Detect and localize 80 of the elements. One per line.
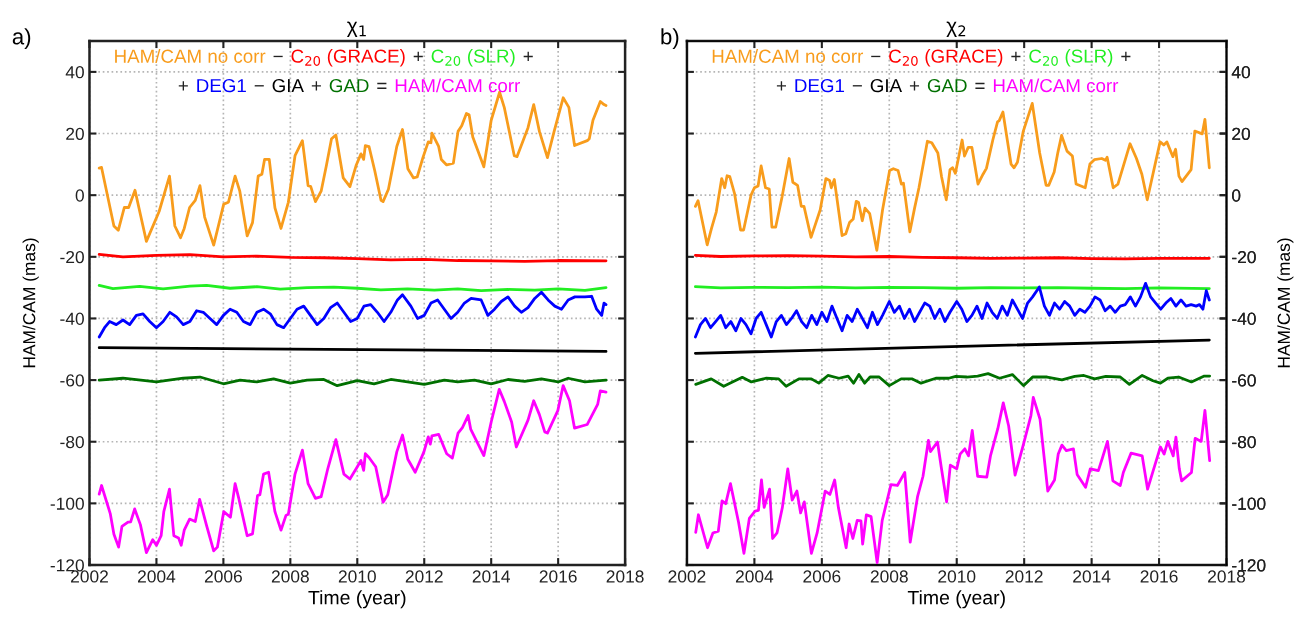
x-tick-label: 2012 — [1005, 570, 1043, 583]
annotation: + — [909, 81, 920, 91]
text: C$_{20}$ (GRACE) — [291, 49, 405, 67]
text: GAD — [927, 78, 967, 93]
y2-tick-label: -100 — [1232, 497, 1266, 510]
y2-tick-label: 20 — [1232, 127, 1250, 140]
x-axis-title: Time (year) — [907, 590, 1005, 609]
x-tick-label: 2016 — [539, 570, 577, 583]
x-tick-label: 2004 — [138, 570, 176, 583]
x-tick-label: 2008 — [870, 570, 908, 583]
text: GIA — [870, 78, 903, 93]
text: C$_{20}$ (SLR) — [431, 49, 515, 67]
x-tick-label: 2006 — [204, 570, 242, 583]
annotation: + — [311, 81, 321, 91]
annotation: − — [852, 85, 862, 87]
x-tick-label: 2010 — [338, 570, 376, 583]
annotation: + — [776, 81, 786, 91]
annotation: − — [273, 55, 283, 58]
annotation: + — [1121, 51, 1131, 62]
y-tick-label: -100 — [50, 497, 84, 510]
y-tick-label: -120 — [50, 559, 84, 572]
y-tick-label: 40 — [65, 66, 84, 79]
y2-tick-label: -40 — [1232, 312, 1256, 325]
x-tick-label: 2018 — [1208, 570, 1246, 583]
x-tick-label: 2018 — [606, 570, 644, 583]
line-series — [97, 290, 608, 339]
text: GAD — [329, 78, 369, 93]
y2-tick-label: -80 — [1232, 435, 1256, 449]
x-tick-label: 2002 — [71, 570, 108, 583]
annotation: − — [871, 55, 881, 58]
y-tick-label: -80 — [60, 435, 84, 449]
line-series — [97, 252, 608, 263]
text: HAM/CAM no corr — [712, 49, 864, 63]
text: C$_{20}$ (SLR) — [1029, 49, 1113, 67]
text: HAM/CAM no corr — [115, 49, 266, 63]
line-series — [97, 384, 608, 555]
x-tick-label: 2012 — [405, 570, 443, 583]
line-series — [693, 101, 1211, 252]
text: HAM/CAM corr — [395, 78, 520, 93]
x-tick-label: 2008 — [271, 570, 309, 583]
text: DEG1 — [795, 78, 845, 93]
y-axis-title: HAM/CAM (mas) — [22, 238, 39, 368]
line-series — [694, 395, 1212, 564]
y-tick-label: -60 — [60, 374, 84, 387]
annotation: = — [377, 82, 387, 89]
x-axis-title: Time (year) — [308, 590, 406, 609]
line-series — [693, 281, 1211, 339]
y2-tick-label: -20 — [1232, 250, 1256, 264]
text: GIA — [272, 78, 304, 93]
annotation: + — [1011, 51, 1021, 62]
annotation: + — [523, 51, 533, 62]
chart-title: χ$_{1}$ — [346, 21, 366, 38]
x-tick-label: 2016 — [1140, 570, 1178, 583]
text: HAM/CAM corr — [993, 78, 1119, 93]
line-series — [97, 375, 608, 388]
x-tick-label: 2014 — [472, 570, 510, 583]
line-series — [694, 372, 1212, 388]
y2-axis-title: HAM/CAM (mas) — [1277, 238, 1294, 368]
x-tick-label: 2002 — [668, 570, 706, 583]
annotation: − — [254, 85, 264, 87]
x-tick-label: 2014 — [1073, 570, 1111, 583]
text: b) — [661, 28, 679, 49]
y2-tick-label: 40 — [1231, 66, 1250, 79]
y2-tick-label: -120 — [1232, 559, 1266, 572]
x-tick-label: 2004 — [735, 570, 774, 583]
text: C$_{20}$ (GRACE) — [889, 49, 1003, 67]
y-tick-label: 0 — [75, 189, 84, 202]
text: a) — [12, 28, 31, 49]
text: DEG1 — [197, 78, 246, 93]
chart-title: χ$_{2}$ — [946, 21, 966, 38]
x-tick-label: 2006 — [803, 570, 841, 583]
y2-tick-label: 0 — [1232, 189, 1241, 202]
annotation: + — [178, 81, 188, 91]
y2-tick-label: -60 — [1232, 374, 1256, 387]
annotation: + — [413, 51, 423, 62]
x-tick-label: 2010 — [938, 570, 976, 583]
y-tick-label: -20 — [60, 250, 84, 264]
y-tick-label: 20 — [66, 127, 84, 140]
y-tick-label: -40 — [60, 312, 84, 325]
annotation: = — [975, 82, 985, 89]
